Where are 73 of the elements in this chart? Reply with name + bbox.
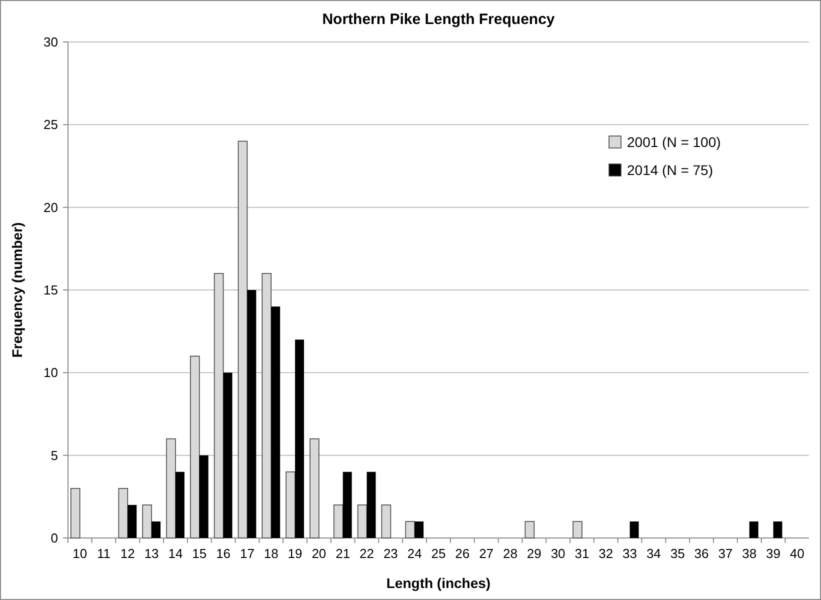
y-tick-label: 0 xyxy=(50,530,58,546)
x-tick-label: 15 xyxy=(192,546,207,561)
bar xyxy=(414,521,424,538)
bar xyxy=(214,273,224,538)
bar xyxy=(128,504,137,538)
y-tick-label: 15 xyxy=(44,282,58,298)
x-tick-label: 37 xyxy=(718,546,733,561)
y-tick-label: 10 xyxy=(44,365,58,380)
x-tick-label: 14 xyxy=(168,546,183,561)
bar xyxy=(190,356,200,538)
x-tick-label: 35 xyxy=(670,546,685,561)
bar xyxy=(142,504,152,538)
y-tick-label: 30 xyxy=(44,34,58,50)
bar xyxy=(223,372,232,538)
x-tick-label: 10 xyxy=(72,546,88,561)
x-tick-label: 18 xyxy=(264,546,278,561)
bar xyxy=(152,521,161,538)
x-tick-label: 30 xyxy=(550,546,566,561)
x-tick-label: 13 xyxy=(144,546,159,561)
bar xyxy=(630,521,639,538)
bar xyxy=(70,488,80,538)
bar xyxy=(357,504,368,538)
bar xyxy=(749,521,758,538)
x-tick-label: 11 xyxy=(96,546,110,561)
legend-label: 2014 (N = 75) xyxy=(627,162,713,178)
x-tick-label: 19 xyxy=(288,546,302,561)
bar xyxy=(366,472,376,538)
bar xyxy=(381,504,392,538)
x-tick-label: 40 xyxy=(790,546,804,561)
x-tick-label: 20 xyxy=(312,546,326,561)
bar xyxy=(333,504,344,538)
x-tick-label: 21 xyxy=(336,546,350,561)
x-tick-label: 28 xyxy=(503,546,518,561)
x-tick-label: 36 xyxy=(694,546,709,561)
bar xyxy=(175,472,184,538)
bar xyxy=(286,471,296,538)
bar xyxy=(166,438,176,538)
bar xyxy=(524,521,535,538)
x-tick-label: 24 xyxy=(407,546,422,561)
bar xyxy=(295,340,304,538)
bar xyxy=(405,521,415,538)
y-tick-label: 25 xyxy=(44,117,58,132)
x-axis-title: Length (inches) xyxy=(386,575,491,591)
bar xyxy=(262,273,272,538)
bar xyxy=(247,290,256,538)
bar xyxy=(773,521,782,538)
bar xyxy=(238,140,248,538)
x-tick-label: 23 xyxy=(383,546,398,561)
bar xyxy=(199,455,208,538)
bar xyxy=(271,306,280,538)
x-tick-label: 39 xyxy=(766,546,780,561)
x-tick-label: 27 xyxy=(479,546,494,561)
x-tick-label: 38 xyxy=(742,546,757,561)
y-axis-title: Frequency (number) xyxy=(9,222,25,358)
x-tick-label: 33 xyxy=(622,546,638,561)
bar xyxy=(572,521,582,538)
bar xyxy=(310,438,320,538)
x-tick-label: 34 xyxy=(646,546,661,561)
bar xyxy=(342,472,352,538)
x-tick-label: 31 xyxy=(574,546,590,561)
legend-label: 2001 (N = 100) xyxy=(627,134,721,150)
chart-title: Northern Pike Length Frequency xyxy=(322,11,556,28)
x-tick-label: 25 xyxy=(431,546,446,561)
x-tick-label: 32 xyxy=(598,546,614,561)
bar xyxy=(118,488,128,538)
x-tick-label: 26 xyxy=(455,546,470,561)
y-tick-label: 5 xyxy=(50,448,58,463)
y-tick-label: 20 xyxy=(44,200,58,215)
x-tick-label: 12 xyxy=(120,546,135,561)
x-tick-label: 29 xyxy=(526,546,542,561)
x-tick-label: 16 xyxy=(216,546,231,561)
x-tick-label: 17 xyxy=(240,546,254,561)
x-tick-label: 22 xyxy=(360,546,374,561)
